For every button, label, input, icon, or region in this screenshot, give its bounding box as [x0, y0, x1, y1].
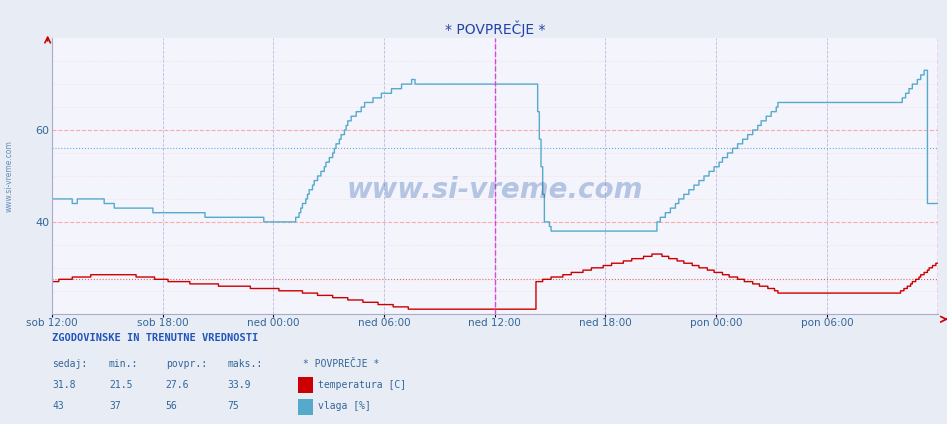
Text: 37: 37: [109, 401, 120, 411]
Text: www.si-vreme.com: www.si-vreme.com: [347, 176, 643, 204]
Text: min.:: min.:: [109, 359, 138, 369]
Text: 43: 43: [52, 401, 63, 411]
Text: maks.:: maks.:: [227, 359, 262, 369]
Text: povpr.:: povpr.:: [166, 359, 206, 369]
Text: * POVPREČJE *: * POVPREČJE *: [303, 359, 380, 369]
Text: ZGODOVINSKE IN TRENUTNE VREDNOSTI: ZGODOVINSKE IN TRENUTNE VREDNOSTI: [52, 333, 259, 343]
Text: 31.8: 31.8: [52, 380, 76, 390]
Text: temperatura [C]: temperatura [C]: [318, 380, 406, 390]
Text: www.si-vreme.com: www.si-vreme.com: [5, 140, 14, 212]
Text: 56: 56: [166, 401, 177, 411]
Text: 33.9: 33.9: [227, 380, 251, 390]
Text: vlaga [%]: vlaga [%]: [318, 401, 371, 411]
Text: sedaj:: sedaj:: [52, 359, 87, 369]
Text: 27.6: 27.6: [166, 380, 189, 390]
Text: 75: 75: [227, 401, 239, 411]
Title: * POVPREČJE *: * POVPREČJE *: [444, 20, 545, 37]
Text: 21.5: 21.5: [109, 380, 133, 390]
